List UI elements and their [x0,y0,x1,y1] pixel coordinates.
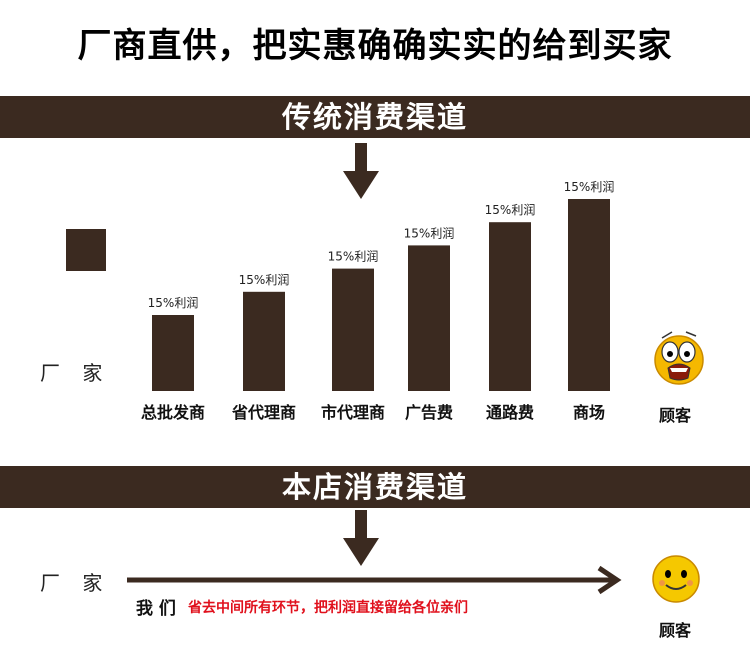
happy-face-icon [652,555,700,603]
worried-face-icon [654,331,704,385]
bar-value-label: 15%利润 [404,226,455,240]
customer-label-store: 顾客 [659,621,692,640]
bar-4 [408,245,450,391]
vendor-marker [66,229,106,271]
store-slogan: 省去中间所有环节，把利润直接留给各位亲们 [188,600,468,616]
bar-value-label: 15%利润 [564,180,615,194]
traditional-channel-band: 传统消费渠道 [0,96,750,138]
category-label: 省代理商 [231,403,296,422]
bar-value-label: 15%利润 [148,296,199,310]
bar-6 [568,199,610,391]
bar-value-label: 15%利润 [328,250,379,264]
page-title: 厂商直供，把实惠确确实实的给到买家 [77,26,673,66]
category-label: 市代理商 [321,403,385,422]
customer-label-traditional: 顾客 [659,406,692,425]
vendor-label-traditional: 厂 家 [40,361,111,385]
bar-2 [243,291,285,391]
category-label: 商场 [573,403,605,422]
category-label: 总批发商 [141,403,205,422]
bar-1 [152,315,194,391]
down-arrow-icon [343,143,379,199]
down-arrow-icon [343,510,379,566]
we-label: 我 们 [136,599,176,619]
bar-value-label: 15%利润 [485,203,536,217]
bar-3 [332,268,374,391]
store-channel-band: 本店消费渠道 [0,466,750,508]
long-right-arrow-icon [127,565,622,595]
vendor-label-store: 厂 家 [40,571,111,595]
bar-value-label: 15%利润 [239,273,290,287]
bar-5 [489,222,531,391]
category-label: 通路费 [486,403,534,422]
category-label: 广告费 [405,403,453,422]
